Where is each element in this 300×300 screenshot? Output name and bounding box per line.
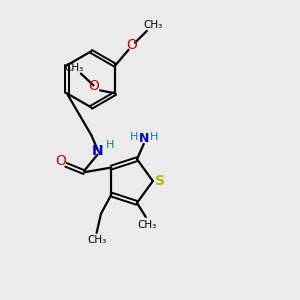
Text: H: H [150, 132, 158, 142]
Text: CH₃: CH₃ [87, 235, 106, 245]
Text: O: O [89, 79, 100, 93]
Text: N: N [139, 132, 149, 145]
Text: N: N [92, 144, 103, 158]
Text: S: S [155, 174, 165, 188]
Text: O: O [55, 154, 66, 168]
Text: CH₃: CH₃ [65, 63, 84, 73]
Text: CH₃: CH₃ [138, 220, 157, 230]
Text: O: O [126, 38, 137, 52]
Text: H: H [106, 140, 114, 150]
Text: CH₃: CH₃ [144, 20, 163, 30]
Text: H: H [130, 132, 138, 142]
